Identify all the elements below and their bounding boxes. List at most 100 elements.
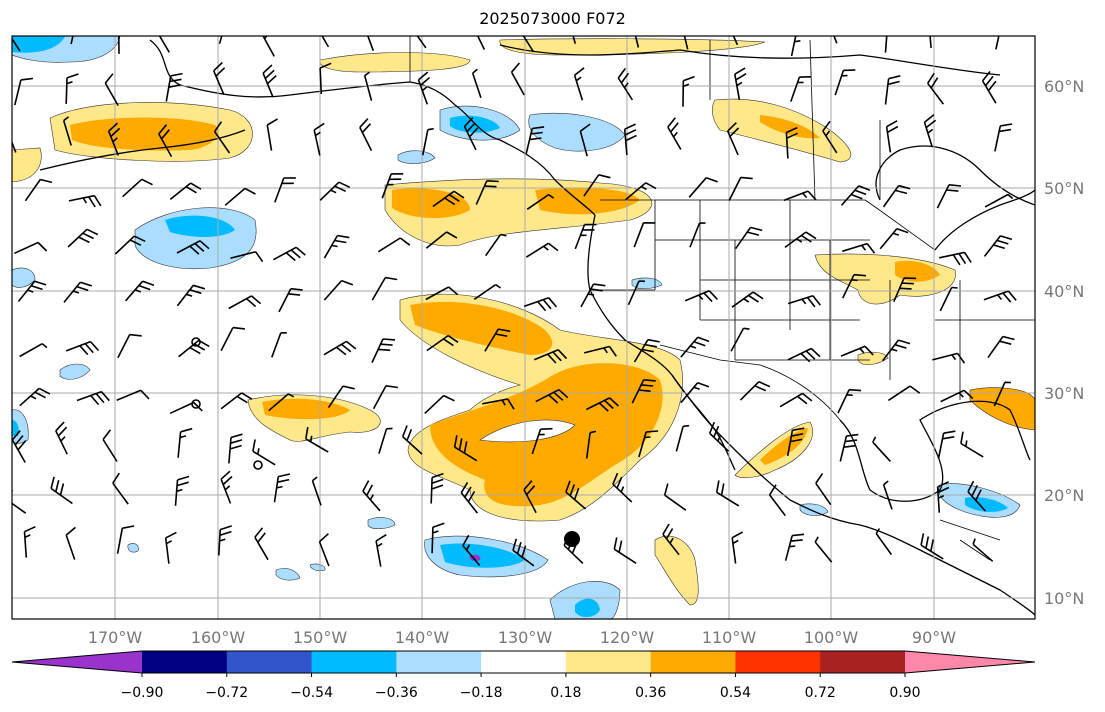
wind-barb	[839, 433, 859, 462]
wind-barb	[278, 287, 303, 313]
wind-barb	[462, 534, 481, 566]
coastline-west-coast	[587, 214, 1035, 616]
colorbar-tick-label: 0.18	[550, 685, 581, 701]
coastline-baja	[671, 374, 736, 471]
wind-barb	[375, 534, 387, 567]
border-central-america	[939, 519, 1001, 561]
colorbar-tick-label: 0.36	[635, 685, 666, 701]
wind-barb	[67, 228, 99, 248]
wind-barb	[124, 280, 155, 302]
wind-barb	[531, 427, 553, 455]
border-us-states	[590, 200, 1035, 400]
wind-barb	[224, 187, 256, 206]
wind-barb	[271, 332, 287, 358]
colorbar-segment	[311, 651, 397, 673]
wind-barb	[65, 340, 100, 356]
wind-barb	[12, 140, 17, 153]
wind-barb	[834, 69, 856, 96]
wind-barb	[55, 421, 68, 455]
negative-small-2	[397, 150, 436, 164]
wind-barb	[262, 64, 277, 98]
wind-barb	[102, 429, 118, 462]
wind-barb	[377, 237, 411, 253]
negative-region-west-edge	[12, 267, 36, 288]
anomaly-shading	[12, 36, 1035, 619]
negative-small-8	[309, 563, 326, 572]
wind-barb	[667, 117, 682, 150]
lon-tick-label: 170°W	[88, 628, 143, 647]
wind-barb	[165, 72, 183, 102]
map-plot-area	[12, 36, 1035, 619]
wind-barb	[815, 472, 832, 506]
wind-barb	[476, 36, 486, 50]
lat-tick-label: 30°N	[1044, 384, 1084, 403]
wind-barb	[311, 476, 322, 506]
wind-barb	[683, 36, 689, 50]
colorbar-segment	[735, 651, 821, 673]
wind-barb	[62, 116, 72, 146]
wind-barb	[662, 523, 680, 556]
wind-barb	[688, 176, 718, 198]
wind-barb	[887, 385, 921, 402]
positive-core-mexico	[760, 428, 808, 465]
colorbar-tick-label: 0.90	[889, 685, 920, 701]
wind-barb	[993, 381, 1011, 407]
wind-barb	[940, 389, 974, 403]
colorbar: −0.90 −0.72 −0.54 −0.36 −0.18 0.18 0.36 0.54 0.7…	[11, 650, 1036, 701]
lat-tick-label: 10°N	[1044, 589, 1084, 608]
wind-barb	[927, 72, 945, 105]
wind-barb	[512, 538, 535, 567]
wind-barb	[984, 193, 1014, 208]
coastline-hudson	[875, 145, 1035, 206]
coastline-east-coast	[934, 189, 1035, 251]
wind-barb	[972, 538, 994, 562]
colorbar-tick-label: −0.36	[375, 685, 418, 701]
wind-barb	[840, 345, 874, 357]
wind-barb	[936, 481, 950, 513]
colorbar-segment	[142, 651, 228, 673]
wind-barb	[371, 338, 396, 363]
wind-barb	[463, 117, 479, 151]
wind-barb	[929, 36, 932, 49]
wind-barb	[573, 67, 585, 101]
wind-barb	[584, 345, 617, 357]
wind-barb	[932, 352, 966, 364]
wind-barb	[842, 242, 876, 254]
positive-core-gulf-alaska-2	[535, 187, 640, 215]
wind-barb	[425, 286, 459, 301]
colorbar-tick-label: −0.90	[121, 685, 164, 701]
wind-barb	[715, 480, 740, 507]
wind-barb	[525, 242, 559, 258]
wind-barb	[768, 484, 786, 517]
lon-tick-label: 130°W	[498, 628, 553, 647]
wind-barb	[983, 235, 1013, 257]
wind-barb	[535, 388, 569, 404]
wind-barb	[266, 118, 279, 151]
wind-barb	[785, 126, 798, 159]
wind-barb	[884, 75, 901, 105]
wind-barb	[363, 71, 373, 101]
wind-barb	[585, 430, 597, 459]
wind-barb	[65, 526, 76, 560]
calm-markers	[191, 337, 263, 470]
wind-barb	[460, 481, 479, 514]
wind-barb	[708, 421, 730, 452]
wind-barb	[627, 280, 646, 306]
calm-circle	[191, 399, 201, 409]
positive-core-hawaii-north	[262, 398, 350, 420]
wind-barb	[431, 522, 445, 554]
wind-barb	[579, 123, 591, 157]
positive-core-north-pacific	[70, 117, 219, 151]
wind-barb	[841, 273, 867, 299]
lat-tick-label: 50°N	[1044, 179, 1084, 198]
wind-barb	[12, 37, 21, 52]
colorbar-segment	[396, 651, 482, 673]
colorbar-tick-label: 0.72	[805, 685, 836, 701]
negative-region-gulf	[528, 112, 626, 152]
wind-barb	[23, 525, 36, 558]
wind-barb	[814, 536, 833, 563]
negative-core-bottom	[575, 598, 600, 618]
latitude-axis: 60°N 50°N 40°N 30°N 20°N 10°N	[1044, 77, 1084, 608]
wind-barb	[631, 379, 656, 404]
wind-barb	[881, 339, 911, 362]
